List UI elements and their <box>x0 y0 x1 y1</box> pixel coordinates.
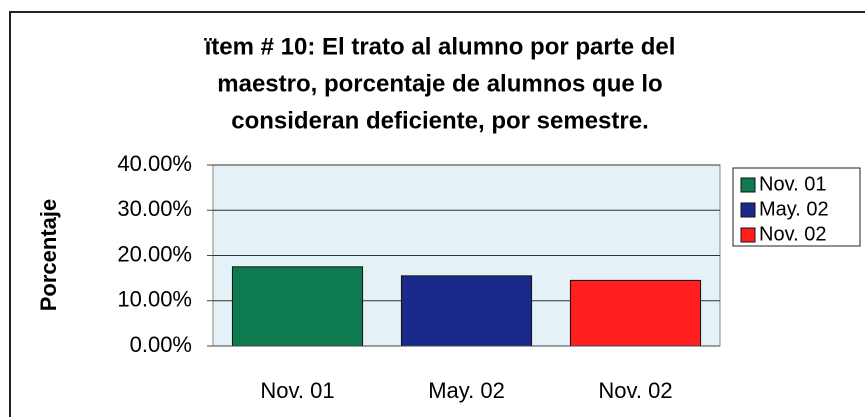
chart-title: consideran deficiente, por semestre. <box>231 107 648 134</box>
bar <box>569 279 702 347</box>
legend-label: Nov. 02 <box>759 223 826 245</box>
y-tick-label: 10.00% <box>117 287 192 312</box>
chart-title: ïtem # 10: El trato al alumno por parte … <box>204 33 676 60</box>
legend-label: Nov. 01 <box>759 173 826 195</box>
y-tick-label: 30.00% <box>117 196 192 221</box>
legend-swatch <box>740 177 756 193</box>
y-tick-label: 0.00% <box>130 332 192 357</box>
chart-title: maestro, porcentaje de alumnos que lo <box>217 70 662 97</box>
legend-swatch <box>740 227 756 243</box>
x-tick-label: Nov. 02 <box>598 378 672 403</box>
x-tick-label: May. 02 <box>428 378 505 403</box>
x-tick-label: Nov. 01 <box>260 378 334 403</box>
legend-swatch <box>740 202 756 218</box>
y-tick-label: 40.00% <box>117 151 192 176</box>
bar <box>400 275 533 347</box>
legend-label: May. 02 <box>759 198 829 220</box>
bar <box>231 266 364 347</box>
y-tick-label: 20.00% <box>117 241 192 266</box>
y-axis-label: Porcentaje <box>36 199 61 312</box>
